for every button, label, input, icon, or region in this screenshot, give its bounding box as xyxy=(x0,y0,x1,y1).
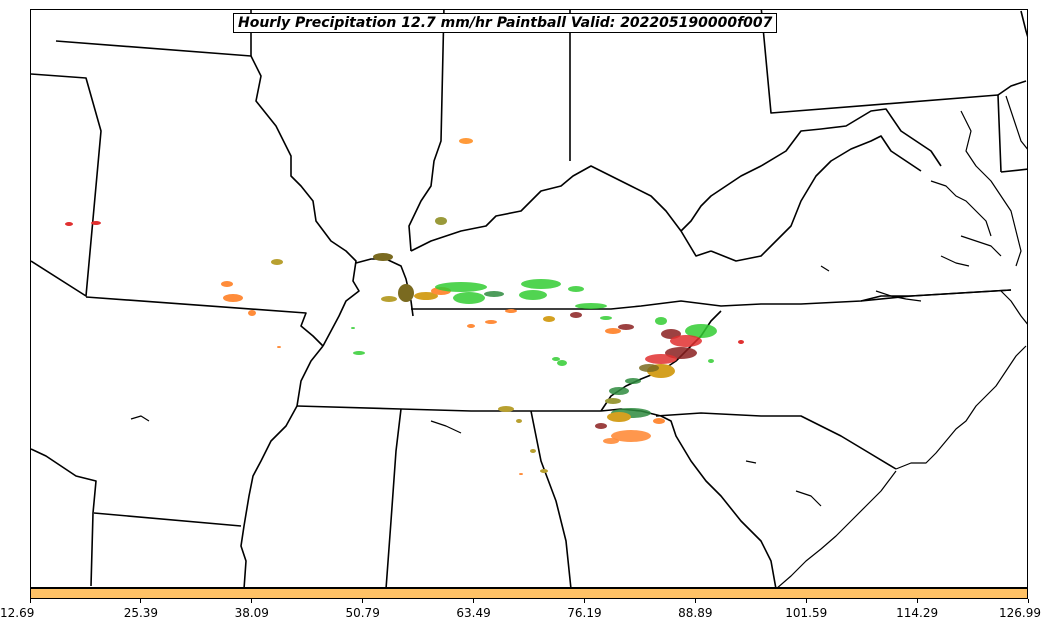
map-panel xyxy=(30,9,1028,588)
colorbar-tick xyxy=(29,599,31,603)
colorbar xyxy=(30,588,1028,599)
colorbar-tick xyxy=(140,599,142,603)
colorbar-tick-label: 12.69 xyxy=(0,606,35,620)
colorbar-tick xyxy=(362,599,364,603)
colorbar-tick-label: 50.79 xyxy=(345,606,380,620)
map-title: Hourly Precipitation 12.7 mm/hr Paintbal… xyxy=(233,13,778,33)
colorbar-tick-label: 25.39 xyxy=(123,606,159,620)
colorbar-tick xyxy=(583,599,585,603)
precip-paintball-blobs xyxy=(65,138,744,475)
colorbar-tick-label: 114.29 xyxy=(896,606,939,620)
colorbar-tick xyxy=(916,599,918,603)
state-boundaries xyxy=(31,10,1027,587)
colorbar-tick-label: 76.19 xyxy=(567,606,602,620)
colorbar-tick-label: 88.89 xyxy=(678,606,713,620)
coastline xyxy=(130,95,1027,587)
colorbar-tick xyxy=(473,599,475,603)
colorbar-tick xyxy=(694,599,696,603)
colorbar-tick-label: 38.09 xyxy=(234,606,269,620)
colorbar-tick-label: 101.59 xyxy=(785,606,828,620)
map-canvas xyxy=(31,10,1027,587)
colorbar-tick-label: 126.99 xyxy=(999,606,1041,620)
colorbar-tick-label: 63.49 xyxy=(456,606,491,620)
colorbar-tick xyxy=(805,599,807,603)
colorbar-tick xyxy=(1027,599,1029,603)
colorbar-tick xyxy=(251,599,253,603)
